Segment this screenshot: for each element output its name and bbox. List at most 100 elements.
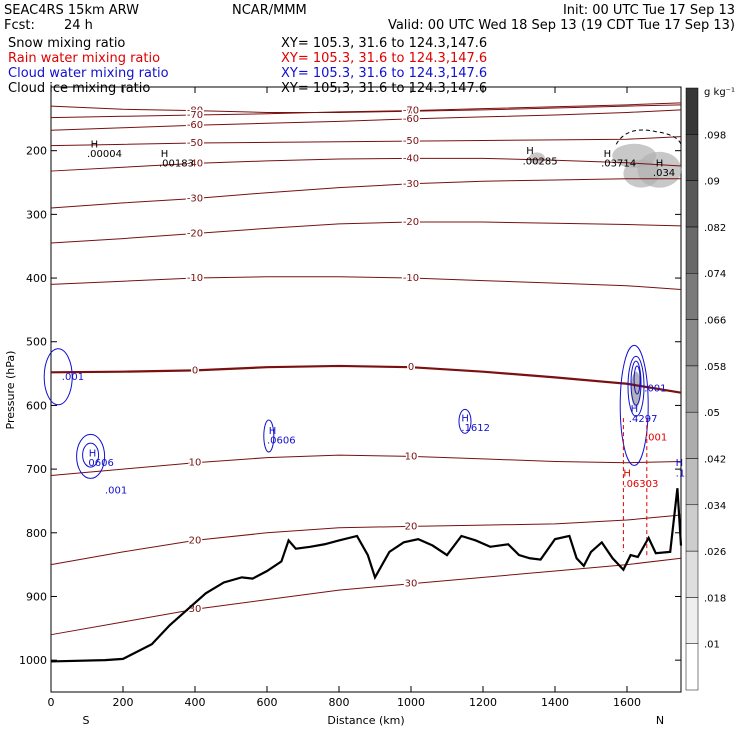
endpoint-right: N [656,714,664,727]
y-tick-label-800: 800 [26,527,47,540]
x-tick-label-1600: 1600 [613,696,641,709]
colorbar-unit: g kg⁻¹ [704,87,735,98]
x-tick-label-0: 0 [48,696,55,709]
cloud-cell-600 [263,419,275,453]
colorbar-tick-5: .05 [704,408,720,419]
field-rain-name: Rain water mixing ratio [8,51,160,66]
isotherm-label--70-1: -70 [403,106,419,117]
isotherm-label--10-1: -10 [403,273,419,284]
snow-shading [529,143,682,408]
max-label-11: .0606 [267,436,296,447]
colorbar-tick-1: .018 [704,593,726,604]
y-tick-label-1000: 1000 [19,654,47,667]
x-axis: 0 200 400 600 800 1000 1200 1400 1600 [48,87,641,709]
init-time: Init: 00 UTC Tue 17 Sep 13 [563,3,735,18]
isotherm-label--30-0: -30 [187,193,203,204]
field-rain-xy: XY= 105.3, 31.6 to 124.3,147.6 [281,51,487,66]
max-label-0: H [91,140,99,151]
x-tick-label-1400: 1400 [541,696,569,709]
y-tick-label-300: 300 [26,208,47,221]
valid-time: Valid: 00 UTC Wed 18 Sep 13 (19 CDT Tue … [388,18,735,33]
colorbar-tick-2: .026 [704,547,726,558]
field-cloudice-xy: XY= 105.3, 31.6 to 124.3,147.6 [281,81,487,96]
max-label-22: H [676,458,684,469]
cloud-cell-100b [82,442,100,468]
isotherm--50 [50,136,682,147]
max-label-5: .00285 [523,157,558,168]
max-label-12: H [461,413,469,424]
x-tick-label-1200: 1200 [469,696,497,709]
isotherm--40 [50,157,682,172]
isotherm-label--50-1: -50 [403,136,419,147]
isotherm-0 [50,364,682,394]
rain-contour [622,418,648,559]
cloud-core-2 [633,365,641,395]
y-tick-label-500: 500 [26,336,47,349]
colorbar-tick-3: .034 [704,501,726,512]
cloud-cell-100 [76,433,106,479]
plot-area: -80 -80-70 -70-60-60-50 -50-40 -40-30-30-20-… [43,86,698,693]
colorbar-swatch-4 [685,458,699,506]
colorbar-swatch-1 [685,597,699,644]
colorbar-swatch-12 [685,87,699,135]
colorbar-swatch-9 [685,226,699,274]
colorbar-swatch-3 [685,504,699,552]
model-title: SEAC4RS 15km ARW [4,3,139,18]
isotherm-label--10-0: -10 [187,273,203,284]
org-title: NCAR/MMM [232,3,307,18]
y-tick-label-700: 700 [26,463,47,476]
colorbar-swatch-2 [685,550,699,598]
fcst-value: 24 h [64,18,93,33]
colorbar: .01 .018 .026 .034 .042 .05 .058 .066 .074 .082 .0… [685,87,726,691]
max-label-15: .4297 [629,414,658,425]
isotherm--30 [50,178,681,209]
cloud-core-1 [630,360,642,406]
isotherm--80 [50,104,682,113]
colorbar-swatch-6 [685,365,699,413]
max-label-3: .00183 [159,159,194,170]
isotherm-label--80-1: -80 [403,106,419,117]
y-axis-label: Pressure (hPa) [4,351,17,430]
max-label-9: .034 [653,168,675,179]
isotherm-20 [50,514,682,566]
isotherm-label-20-0: 20 [189,535,202,546]
isotherm-label--70-0: -70 [187,110,203,121]
field-cloudice-name: Cloud ice mixing ratio [8,81,150,96]
colorbar-swatch-8 [685,272,699,320]
colorbar-swatch-5 [685,411,699,459]
x-tick-label-600: 600 [257,696,278,709]
colorbar-tick-7: .066 [704,316,726,327]
ice-shade [631,371,641,408]
max-label-16: .001 [644,383,666,394]
fcst-label: Fcst: [4,18,35,33]
max-label-1: .00004 [87,149,122,160]
isotherm-label-0-0: 0 [192,365,198,376]
isotherm--70 [50,102,682,119]
y-tick-label-200: 200 [26,145,47,158]
colorbar-tick-8: .074 [704,269,726,280]
max-label-18: .001 [62,372,84,383]
max-label-17: .001 [645,432,667,443]
max-label-10: H [269,426,277,437]
isotherm-label--60-0: -60 [187,120,203,131]
x-tick-label-800: 800 [329,696,350,709]
isotherm--60 [50,109,682,131]
snow-shade-2 [623,159,660,188]
colorbar-tick-11: .098 [704,130,726,141]
max-label-4: H [526,146,534,157]
max-label-7: .03714 [601,159,636,170]
isotherm-label--40-0: -40 [187,158,203,169]
isotherm-30 [50,557,682,636]
isotherm-label--60-1: -60 [403,114,419,125]
snow-contour [615,129,682,145]
max-label-8: H [656,159,664,170]
temperature-contours: -80 -80-70 -70-60-60-50 -50-40 -40-30-30-20-… [50,102,682,636]
terrain-line [50,488,683,663]
max-label-25: .06303 [623,479,658,490]
isotherm-label--40-1: -40 [403,153,419,164]
cloud-cell-1150 [458,408,472,434]
max-label-14: H [631,404,639,415]
snow-shade-3 [529,152,545,165]
max-label-13: .1612 [461,423,490,434]
